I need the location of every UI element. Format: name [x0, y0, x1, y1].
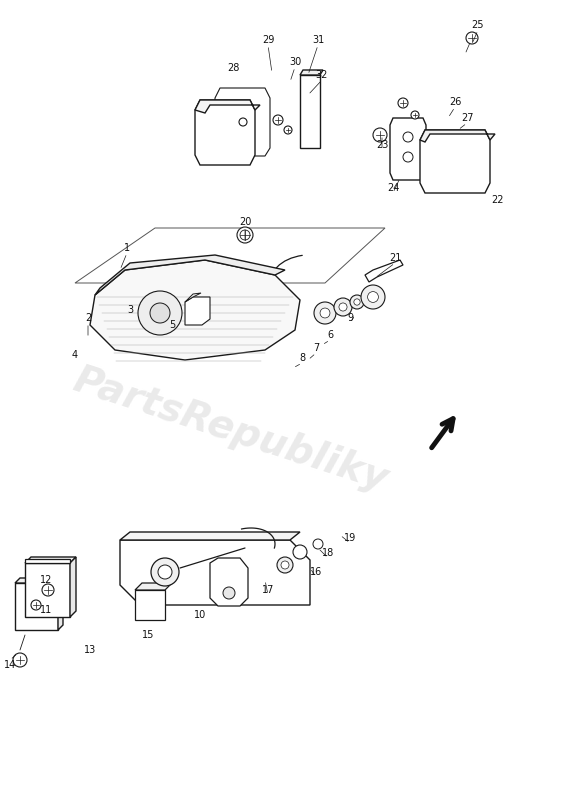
Polygon shape — [135, 583, 172, 590]
Text: 26: 26 — [449, 97, 461, 107]
Polygon shape — [215, 88, 270, 156]
Text: 21: 21 — [389, 253, 401, 263]
Circle shape — [334, 298, 352, 316]
Polygon shape — [210, 558, 248, 606]
Circle shape — [158, 565, 172, 579]
Text: 7: 7 — [313, 343, 319, 353]
Circle shape — [314, 302, 336, 324]
Text: 25: 25 — [472, 20, 484, 30]
Text: 24: 24 — [387, 183, 399, 193]
Circle shape — [368, 292, 379, 302]
Circle shape — [373, 128, 387, 142]
Circle shape — [293, 545, 307, 559]
Circle shape — [403, 132, 413, 142]
Polygon shape — [15, 578, 63, 583]
Text: 31: 31 — [312, 35, 324, 45]
Polygon shape — [420, 130, 495, 142]
Circle shape — [339, 303, 347, 311]
Polygon shape — [185, 293, 201, 302]
Polygon shape — [390, 118, 426, 180]
Text: 6: 6 — [327, 330, 333, 340]
Circle shape — [284, 126, 292, 134]
Circle shape — [240, 230, 250, 240]
Text: 32: 32 — [316, 70, 328, 80]
Circle shape — [138, 291, 182, 335]
Circle shape — [277, 557, 293, 573]
Polygon shape — [195, 100, 255, 165]
Circle shape — [239, 118, 247, 126]
Polygon shape — [420, 130, 490, 193]
Polygon shape — [25, 563, 70, 617]
Circle shape — [13, 653, 27, 667]
Text: 27: 27 — [460, 113, 473, 123]
Polygon shape — [120, 532, 300, 540]
Polygon shape — [120, 540, 310, 605]
Circle shape — [361, 285, 385, 309]
Text: 4: 4 — [72, 350, 78, 360]
Text: 14: 14 — [4, 660, 16, 670]
Polygon shape — [95, 255, 285, 295]
Text: 2: 2 — [85, 313, 91, 323]
Text: 13: 13 — [84, 645, 96, 655]
Polygon shape — [365, 260, 403, 282]
Polygon shape — [58, 578, 63, 630]
Circle shape — [42, 584, 54, 596]
Text: 10: 10 — [194, 610, 206, 620]
Circle shape — [151, 558, 179, 586]
Text: 3: 3 — [127, 305, 133, 315]
Polygon shape — [25, 557, 76, 563]
Text: 9: 9 — [347, 313, 353, 323]
Polygon shape — [300, 70, 323, 75]
Circle shape — [313, 539, 323, 549]
Circle shape — [223, 587, 235, 599]
Polygon shape — [75, 228, 385, 283]
Text: 5: 5 — [169, 320, 175, 330]
Circle shape — [411, 111, 419, 119]
Circle shape — [150, 303, 170, 323]
Polygon shape — [15, 583, 58, 630]
Circle shape — [354, 299, 360, 305]
Text: 19: 19 — [344, 533, 356, 543]
Polygon shape — [70, 557, 76, 617]
Polygon shape — [300, 75, 320, 148]
Text: 18: 18 — [322, 548, 334, 558]
Text: 1: 1 — [124, 243, 130, 253]
Text: 17: 17 — [262, 585, 274, 595]
Polygon shape — [25, 559, 70, 563]
Text: 28: 28 — [227, 63, 239, 73]
Circle shape — [403, 152, 413, 162]
Text: 30: 30 — [289, 57, 301, 67]
Circle shape — [466, 32, 478, 44]
Circle shape — [237, 227, 253, 243]
Text: 8: 8 — [299, 353, 305, 363]
Text: PartsRepubliky: PartsRepubliky — [68, 361, 392, 499]
Text: 15: 15 — [142, 630, 154, 640]
Circle shape — [398, 98, 408, 108]
Text: 20: 20 — [239, 217, 251, 227]
Circle shape — [281, 561, 289, 569]
Text: 23: 23 — [376, 140, 388, 150]
Text: 16: 16 — [310, 567, 322, 577]
Circle shape — [273, 115, 283, 125]
Polygon shape — [195, 100, 260, 113]
Polygon shape — [185, 297, 210, 325]
Circle shape — [320, 308, 330, 318]
Text: 12: 12 — [40, 575, 52, 585]
Circle shape — [350, 295, 364, 309]
Text: 22: 22 — [491, 195, 503, 205]
Text: 11: 11 — [40, 605, 52, 615]
Circle shape — [31, 600, 41, 610]
Polygon shape — [90, 260, 300, 360]
Text: 29: 29 — [262, 35, 274, 45]
Polygon shape — [135, 590, 165, 620]
